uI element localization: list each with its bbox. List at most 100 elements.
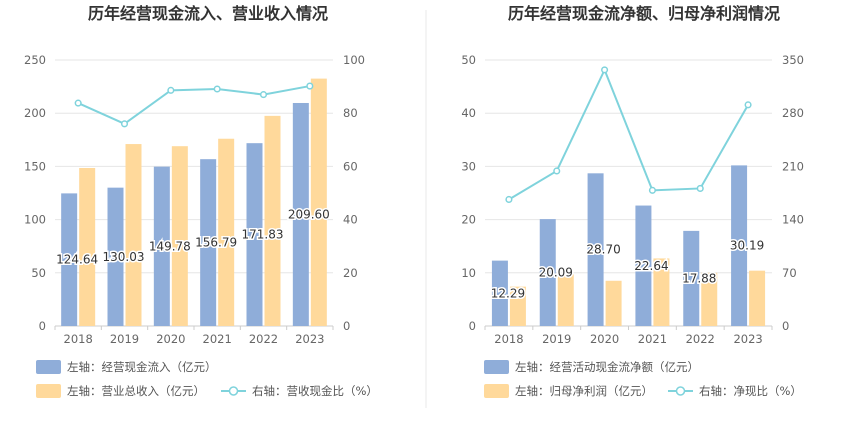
legend-label-secondary[interactable]: 左轴：营业总收入（亿元） (67, 384, 205, 398)
ratio-line-point[interactable] (259, 91, 268, 99)
bar-secondary[interactable] (264, 115, 281, 326)
chart-title: 历年经营现金流净额、归母净利润情况 (508, 4, 780, 23)
bar-primary[interactable] (200, 159, 217, 326)
left-axis-tick-label: 100 (24, 213, 46, 227)
x-axis-tick-label: 2023 (733, 332, 762, 346)
ratio-line-point[interactable] (553, 167, 561, 175)
bar-primary[interactable] (61, 193, 78, 326)
bar-data-label: 156.79 (195, 236, 237, 250)
bar-secondary[interactable] (557, 274, 574, 326)
ratio-line-point[interactable] (74, 99, 82, 107)
left-axis-tick-label: 250 (24, 53, 46, 67)
legend-label-line[interactable]: 右轴：营收现金比（%） (252, 384, 378, 398)
right-axis-tick-label: 210 (782, 159, 804, 173)
legend-swatch-secondary[interactable] (36, 384, 61, 398)
bar-data-label: 30.19 (730, 239, 764, 253)
bar-primary[interactable] (153, 166, 170, 326)
right-axis-tick-label: 140 (782, 213, 804, 227)
right-axis-tick-label: 0 (343, 319, 350, 333)
bar-primary[interactable] (107, 187, 124, 326)
right-axis-tick-label: 20 (343, 266, 358, 280)
legend-swatch-line-point (228, 386, 239, 396)
ratio-line (508, 67, 749, 201)
x-axis-tick-label: 2021 (638, 332, 667, 346)
bar-primary[interactable] (491, 260, 508, 326)
right-axis-tick-label: 350 (782, 53, 804, 67)
bar-data-label: 12.29 (491, 286, 525, 300)
bar-data-label: 171.83 (242, 228, 284, 242)
right-axis-tick-label: 40 (343, 213, 358, 227)
bar-primary[interactable] (587, 173, 604, 326)
x-axis-tick-label: 2022 (686, 332, 715, 346)
bar-data-label: 17.88 (682, 271, 716, 285)
ratio-line-point[interactable] (120, 120, 129, 128)
x-axis-tick-label: 2020 (590, 332, 619, 346)
legend-label-line[interactable]: 右轴：净现比（%） (699, 384, 802, 398)
x-axis-tick-label: 2022 (249, 332, 278, 346)
bar-data-label: 130.03 (103, 250, 145, 264)
ratio-line-point[interactable] (505, 195, 513, 204)
bar-primary[interactable] (683, 230, 700, 326)
left-axis-tick-label: 0 (469, 319, 476, 333)
chart-title: 历年经营现金流入、营业收入情况 (88, 4, 328, 23)
bar-primary[interactable] (246, 143, 263, 326)
x-axis-tick-label: 2021 (203, 332, 232, 346)
x-axis-tick-label: 2020 (156, 332, 185, 346)
left-axis-tick-label: 50 (31, 266, 46, 280)
left-axis-tick-label: 150 (24, 159, 46, 173)
ratio-line-point[interactable] (601, 66, 609, 74)
right-axis-tick-label: 280 (782, 106, 804, 120)
left-axis-tick-label: 50 (461, 53, 476, 67)
bar-data-label: 124.64 (56, 253, 98, 267)
ratio-line-point[interactable] (213, 85, 221, 93)
x-axis-tick-label: 2019 (542, 332, 571, 346)
bar-primary[interactable] (731, 165, 748, 326)
bar-secondary[interactable] (79, 167, 96, 326)
ratio-line (77, 85, 311, 125)
bar-secondary[interactable] (310, 78, 327, 327)
legend-swatch-secondary[interactable] (484, 384, 509, 398)
ratio-line-point[interactable] (696, 184, 704, 192)
bar-secondary[interactable] (605, 280, 622, 326)
right-axis-tick-label: 60 (343, 159, 358, 173)
legend-label-secondary[interactable]: 左轴：归母净利润（亿元） (515, 384, 653, 398)
left-axis-tick-label: 0 (39, 319, 46, 333)
ratio-line-point[interactable] (648, 186, 656, 194)
legend-swatch-primary[interactable] (484, 360, 509, 374)
ratio-line-point[interactable] (306, 82, 314, 90)
bar-data-label: 22.64 (634, 259, 668, 273)
legend-label-primary[interactable]: 左轴：经营活动现金流净额（亿元） (515, 360, 699, 374)
right-axis-tick-label: 0 (782, 319, 789, 333)
right-axis-tick-label: 100 (343, 53, 365, 67)
bar-data-label: 20.09 (539, 266, 573, 280)
left-axis-tick-label: 20 (461, 213, 476, 227)
bar-secondary[interactable] (125, 144, 142, 326)
left-axis-tick-label: 200 (24, 106, 46, 120)
bar-secondary[interactable] (701, 272, 718, 326)
legend-label-primary[interactable]: 左轴：经营现金流入（亿元） (67, 360, 217, 374)
x-axis-tick-label: 2018 (64, 332, 93, 346)
bar-secondary[interactable] (509, 286, 526, 326)
left-axis-tick-label: 40 (461, 106, 476, 120)
bar-data-label: 149.78 (149, 239, 191, 253)
x-axis-tick-label: 2018 (494, 332, 523, 346)
legend-swatch-line-point (675, 386, 686, 396)
bar-data-label: 209.60 (288, 207, 330, 221)
bar-data-label: 28.70 (586, 243, 620, 257)
bar-secondary[interactable] (749, 270, 766, 326)
ratio-line-point[interactable] (167, 86, 175, 94)
bar-primary[interactable] (292, 102, 309, 327)
left-axis-tick-label: 30 (461, 159, 476, 173)
bar-primary[interactable] (635, 205, 652, 326)
bar-secondary[interactable] (653, 258, 670, 326)
left-axis-tick-label: 10 (461, 266, 476, 280)
right-axis-tick-label: 80 (343, 106, 358, 120)
bar-secondary[interactable] (171, 146, 188, 326)
ratio-line-point[interactable] (744, 101, 752, 109)
bar-secondary[interactable] (218, 138, 235, 326)
bar-primary[interactable] (539, 219, 556, 326)
x-axis-tick-label: 2023 (295, 332, 324, 346)
legend-swatch-primary[interactable] (36, 360, 61, 374)
x-axis-tick-label: 2019 (110, 332, 139, 346)
